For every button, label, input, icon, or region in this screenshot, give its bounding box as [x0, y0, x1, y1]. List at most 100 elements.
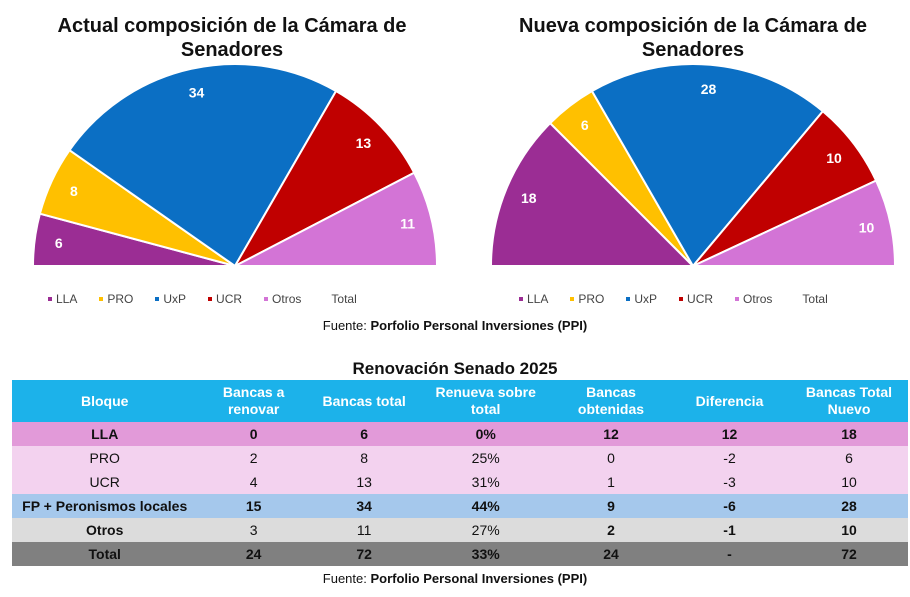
table-cell: 9	[552, 494, 670, 518]
table-cell: 24	[552, 542, 670, 566]
table-cell: 12	[552, 422, 670, 446]
legend-label: UCR	[687, 292, 714, 306]
data-label-otros: 11	[400, 216, 415, 232]
legend-item-pro: PRO	[570, 292, 604, 306]
table-cell: 0	[197, 422, 310, 446]
table-cell: LLA	[12, 422, 198, 446]
column-header: Diferencia	[669, 380, 790, 422]
data-label-ucr: 10	[826, 150, 842, 166]
column-header: Bancas Total Nuevo	[789, 380, 908, 422]
source-name: Porfolio Personal Inversiones (PPI)	[370, 571, 588, 586]
data-label-otros: 10	[859, 220, 875, 236]
table-cell: PRO	[12, 446, 198, 470]
legend-marker	[208, 297, 213, 301]
slice-lla	[489, 121, 696, 267]
slice-otros	[692, 179, 897, 267]
table-cell: 33%	[418, 542, 553, 566]
column-header: Renueva sobre total	[418, 380, 553, 422]
table-cell: 6	[789, 446, 908, 470]
data-label-pro: 8	[70, 183, 78, 199]
table-cell: 11	[309, 518, 419, 542]
legend-marker	[794, 297, 799, 301]
table-cell: 0	[552, 446, 670, 470]
legend-marker	[519, 297, 523, 301]
data-label-pro: 6	[581, 117, 589, 133]
column-header: Bancas total	[309, 380, 419, 422]
table-cell: 13	[309, 470, 419, 494]
legend-item-otros: Otros	[264, 292, 301, 306]
table-cell: 10	[789, 518, 908, 542]
data-label-lla: 18	[521, 190, 537, 206]
table-cell: UCR	[12, 470, 198, 494]
table-row: Otros 3 11 27% 2 -1 10	[12, 518, 908, 542]
legend-label: PRO	[578, 292, 605, 306]
data-label-lla: 6	[55, 235, 63, 251]
legend-item-otros: Otros	[735, 292, 772, 306]
table-cell: 1	[552, 470, 670, 494]
legend-item-lla: LLA	[519, 292, 548, 306]
legend-item-total: Total	[794, 292, 828, 306]
slice-otros	[234, 171, 439, 267]
legend-item-lla: LLA	[48, 292, 77, 306]
table-cell: 18	[789, 422, 908, 446]
chart-title-nueva: Nueva composición de la Cámara de Senado…	[519, 15, 867, 61]
legend-marker	[626, 297, 631, 301]
source-note-table: Fuente: Porfolio Personal Inversiones (P…	[0, 571, 910, 586]
source-note-charts: Fuente: Porfolio Personal Inversiones (P…	[0, 318, 910, 333]
data-label-ucr: 13	[356, 135, 372, 151]
legend-label: Total	[331, 292, 357, 306]
table-cell: 10	[789, 470, 908, 494]
legend-item-ucr: UCR	[208, 292, 242, 306]
legend-label: UxP	[634, 292, 658, 306]
table-cell: 2	[197, 446, 310, 470]
table-cell: -2	[669, 446, 790, 470]
legend-marker	[323, 297, 328, 301]
data-label-uxp: 34	[189, 84, 205, 100]
column-header: Bancas a renovar	[197, 380, 310, 422]
table-cell: Otros	[12, 518, 198, 542]
legend-marker	[48, 297, 52, 301]
chart-title-actual: Actual composición de la Cámara de Senad…	[57, 15, 407, 61]
source-prefix: Fuente:	[322, 318, 371, 333]
legend-item-total: Total	[323, 292, 357, 306]
legend-item-ucr: UCR	[679, 292, 713, 306]
table-cell: -	[669, 542, 790, 566]
table-row: UCR 4 13 31% 1 -3 10	[12, 470, 908, 494]
table-cell: 12	[669, 422, 790, 446]
legend-label: LLA	[527, 292, 549, 306]
table-cell: -3	[669, 470, 790, 494]
legend-marker	[99, 297, 104, 301]
table-cell: -6	[669, 494, 790, 518]
slice-ucr	[232, 89, 416, 269]
table-title: Renovación Senado 2025	[352, 359, 558, 378]
table-cell: 34	[309, 494, 419, 518]
table-cell: FP + Peronismos locales	[12, 494, 198, 518]
semicircle-charts: 6 8 34 13 11 18 6 28 10 10	[31, 63, 897, 269]
legend-marker	[679, 297, 684, 301]
column-header: Bancas obtenidas	[552, 380, 670, 422]
table-cell: 72	[789, 542, 908, 566]
source-name: Porfolio Personal Inversiones (PPI)	[370, 318, 588, 333]
legend-marker	[264, 297, 269, 301]
table-cell: 28	[789, 494, 908, 518]
table-cell: Total	[12, 542, 198, 566]
table-cell: 15	[197, 494, 310, 518]
column-header: Bloque	[12, 380, 198, 422]
table-cell: 4	[197, 470, 310, 494]
renovacion-table: Bloque Bancas a renovar Bancas total Renuev…	[12, 380, 908, 566]
table-cell: 2	[552, 518, 670, 542]
table-cell: 6	[309, 422, 419, 446]
slice-uxp	[68, 63, 338, 268]
source-prefix: Fuente:	[322, 571, 371, 586]
legend-marker	[155, 297, 160, 301]
legend-nueva: LLA PRO UxP UCR Otros Total	[519, 292, 850, 306]
legend-item-uxp: UxP	[626, 292, 657, 306]
legend-label: Total	[802, 292, 828, 306]
table-cell: 31%	[418, 470, 553, 494]
table-cell: 72	[309, 542, 419, 566]
legend-marker	[735, 297, 740, 301]
legend-label: UxP	[163, 292, 187, 306]
data-label-uxp: 28	[701, 81, 717, 97]
table-cell: 27%	[418, 518, 553, 542]
legend-actual: LLA PRO UxP UCR Otros Total	[48, 292, 379, 306]
